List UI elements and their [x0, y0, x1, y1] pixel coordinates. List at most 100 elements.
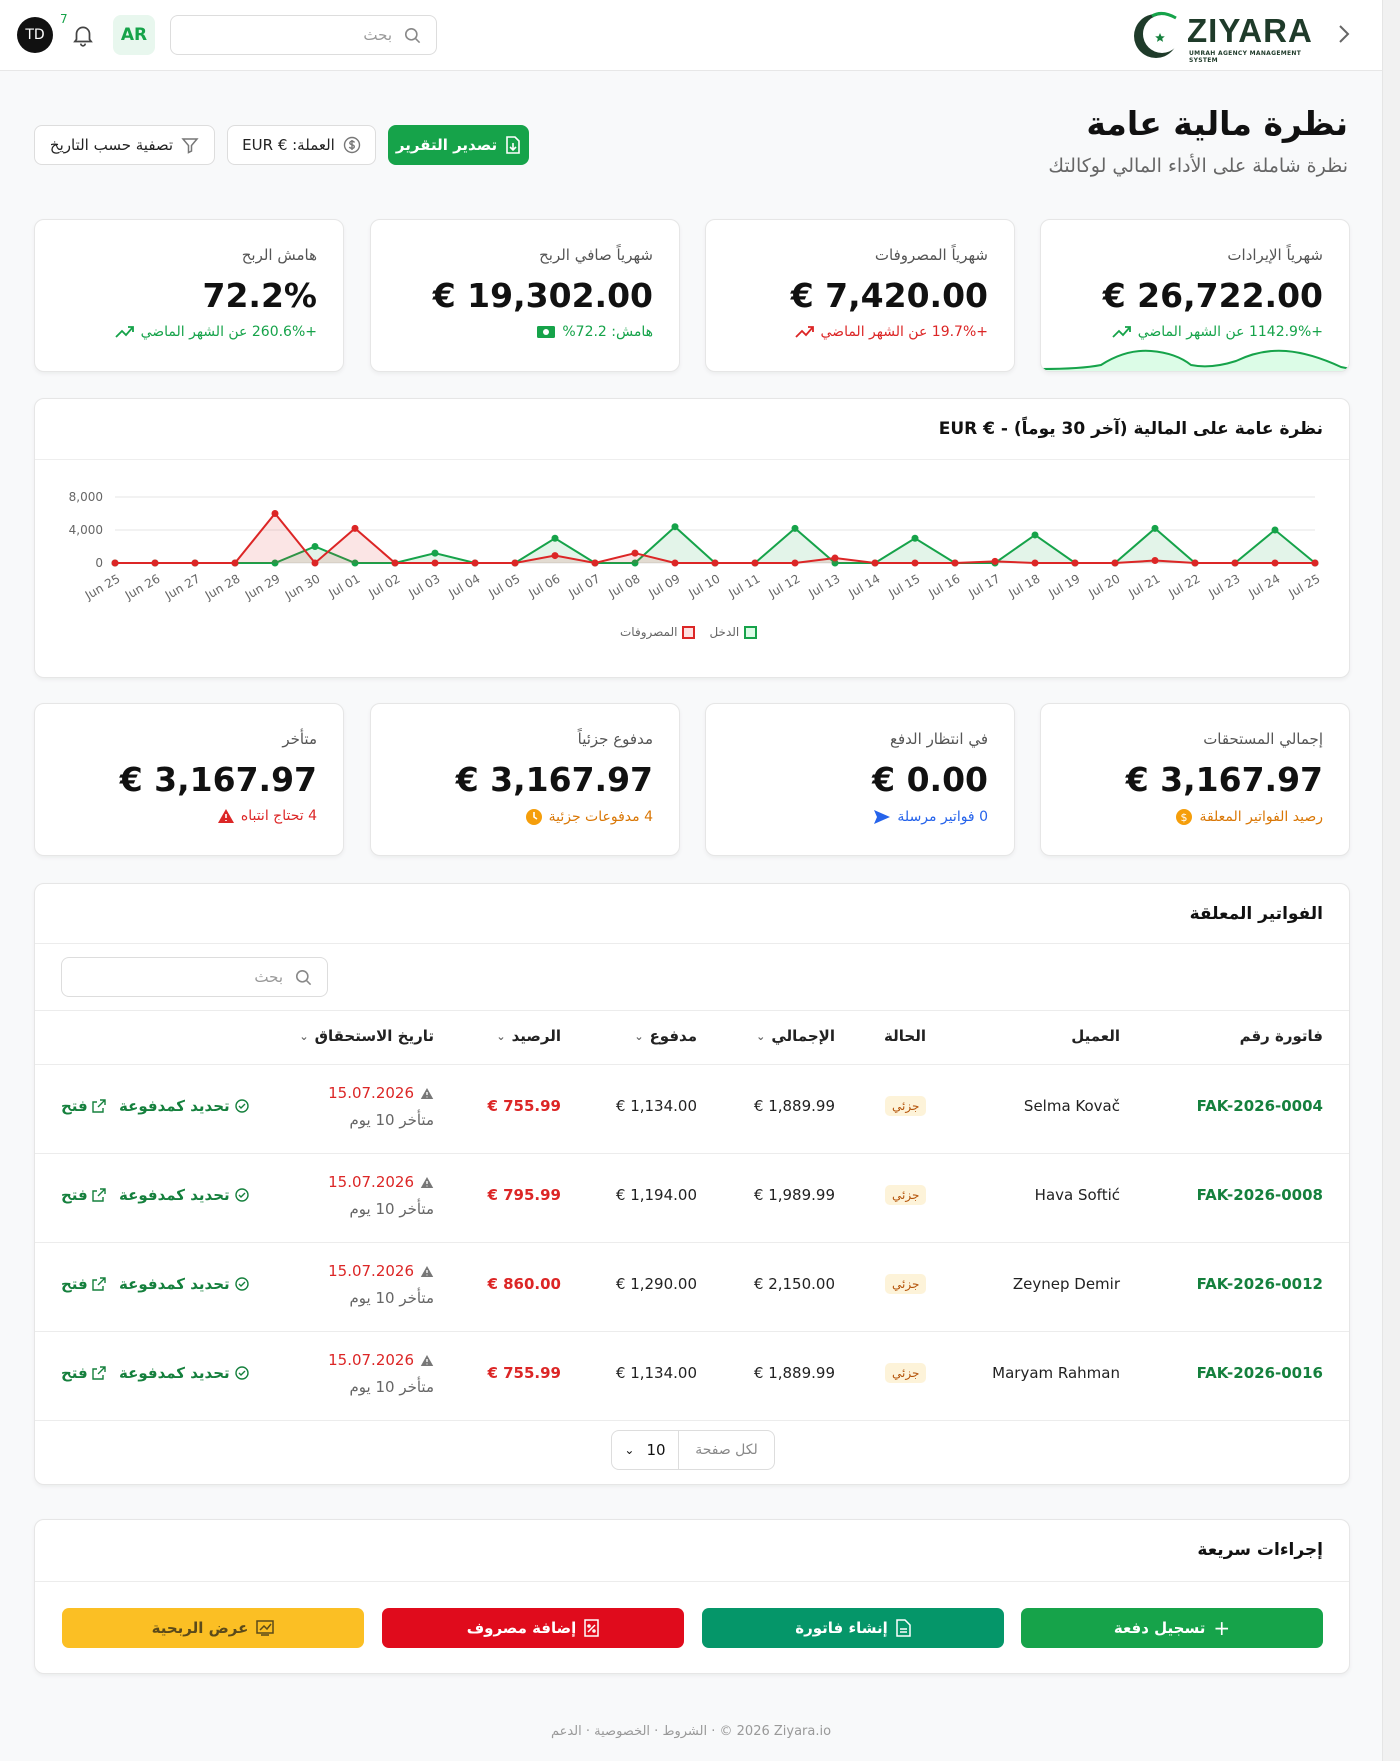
- x-tick-label: Jul 01: [326, 571, 363, 600]
- language-switcher[interactable]: AR: [113, 15, 155, 55]
- col-header-client[interactable]: العميل: [1071, 1027, 1120, 1045]
- col-header-status[interactable]: الحالة: [884, 1027, 926, 1045]
- expenses-card: شهرياً المصروفات € 7,420.00 +19.7% عن ال…: [705, 219, 1015, 372]
- search-placeholder: بحث: [363, 26, 392, 44]
- external-link-icon: [92, 1099, 106, 1113]
- bell-icon[interactable]: [70, 22, 96, 48]
- mark-paid-button[interactable]: تحديد كمدفوعة: [119, 1097, 249, 1115]
- data-point[interactable]: [991, 557, 999, 565]
- create-invoice-button[interactable]: إنشاء فاتورة: [702, 1608, 1004, 1648]
- chevron-right-icon[interactable]: [1337, 22, 1351, 46]
- data-point[interactable]: [311, 543, 319, 550]
- data-point[interactable]: [231, 559, 239, 567]
- record-payment-button[interactable]: + تسجيل دفعة: [1021, 1608, 1323, 1648]
- open-invoice-button[interactable]: فتح: [61, 1364, 106, 1382]
- divider: [35, 1420, 1349, 1421]
- data-point[interactable]: [311, 559, 319, 567]
- footer-terms-link[interactable]: الشروط: [662, 1724, 708, 1739]
- data-point[interactable]: [1111, 559, 1119, 567]
- partially-paid-card: مدفوع جزئياً € 3,167.97 4 مدفوعات جزئية: [370, 703, 680, 856]
- col-header-invoice[interactable]: فاتورة رقم: [1239, 1027, 1323, 1045]
- data-point[interactable]: [791, 559, 799, 567]
- data-point[interactable]: [1071, 559, 1079, 567]
- add-expense-button[interactable]: إضافة مصروف: [382, 1608, 684, 1648]
- data-point[interactable]: [1231, 559, 1239, 567]
- data-point[interactable]: [911, 534, 919, 542]
- col-header-total[interactable]: الإجمالي ⌄: [756, 1027, 835, 1045]
- data-point[interactable]: [551, 534, 559, 542]
- data-point[interactable]: [751, 559, 759, 567]
- data-point[interactable]: [391, 559, 399, 567]
- data-point[interactable]: [551, 552, 559, 560]
- data-point[interactable]: [191, 559, 199, 567]
- per-page-label: لكل صفحة: [678, 1431, 774, 1469]
- mark-paid-button[interactable]: تحديد كمدفوعة: [119, 1186, 249, 1204]
- data-point[interactable]: [1271, 559, 1279, 567]
- data-point[interactable]: [1311, 559, 1319, 567]
- open-invoice-button[interactable]: فتح: [61, 1097, 106, 1115]
- data-point[interactable]: [351, 559, 359, 567]
- col-header-due-date[interactable]: تاريخ الاستحقاق ⌄: [299, 1027, 434, 1045]
- open-invoice-button[interactable]: فتح: [61, 1186, 106, 1204]
- data-point[interactable]: [1031, 559, 1039, 567]
- table-search-input[interactable]: بحث: [61, 957, 328, 997]
- legend-expenses[interactable]: المصروفات: [620, 625, 696, 639]
- data-point[interactable]: [1271, 526, 1279, 534]
- footer-support-link[interactable]: الدعم: [550, 1724, 582, 1739]
- col-header-balance[interactable]: الرصيد ⌄: [496, 1027, 561, 1045]
- legend-income[interactable]: الدخل: [709, 625, 758, 639]
- data-point[interactable]: [471, 559, 479, 567]
- global-search-input[interactable]: بحث: [170, 15, 437, 55]
- invoice-total: € 2,150.00: [753, 1275, 835, 1293]
- data-point[interactable]: [111, 559, 119, 567]
- data-point[interactable]: [631, 549, 639, 557]
- data-point[interactable]: [431, 559, 439, 567]
- data-point[interactable]: [151, 559, 159, 567]
- invoice-number-link[interactable]: FAK-2026-0004: [1196, 1097, 1323, 1115]
- data-point[interactable]: [1151, 524, 1159, 532]
- data-point[interactable]: [431, 549, 439, 557]
- currency-selector[interactable]: العملة: € EUR: [227, 125, 376, 165]
- data-point[interactable]: [271, 559, 279, 567]
- warning-icon: [420, 1087, 434, 1099]
- data-point[interactable]: [1151, 557, 1159, 565]
- data-point[interactable]: [711, 559, 719, 567]
- data-point[interactable]: [511, 559, 519, 567]
- data-point[interactable]: [951, 559, 959, 567]
- data-point[interactable]: [911, 559, 919, 567]
- data-point[interactable]: [671, 523, 679, 531]
- mark-paid-button[interactable]: تحديد كمدفوعة: [119, 1364, 249, 1382]
- invoice-number-link[interactable]: FAK-2026-0016: [1196, 1364, 1323, 1382]
- footer-privacy-link[interactable]: الخصوصية: [594, 1724, 651, 1739]
- y-tick-label: 0: [95, 556, 103, 570]
- data-point[interactable]: [1031, 531, 1039, 539]
- mark-paid-button[interactable]: تحديد كمدفوعة: [119, 1275, 249, 1293]
- chart-title: نظرة عامة على المالية (آخر 30 يوماً) - €…: [938, 419, 1323, 439]
- invoice-number-link[interactable]: FAK-2026-0008: [1196, 1186, 1323, 1204]
- data-point[interactable]: [351, 524, 359, 532]
- export-report-button[interactable]: تصدير التقرير: [388, 125, 529, 165]
- data-point[interactable]: [791, 524, 799, 532]
- col-header-paid[interactable]: مدفوع ⌄: [634, 1027, 697, 1045]
- page-subtitle: نظرة شاملة على الأداء المالي لوكالتك: [1048, 155, 1348, 177]
- data-point[interactable]: [671, 559, 679, 567]
- date-filter-button[interactable]: تصفية حسب التاريخ: [34, 125, 215, 165]
- ziyara-logo[interactable]: ZIYARA UMRAH AGENCY MANAGEMENT SYSTEM: [1132, 8, 1317, 64]
- data-point[interactable]: [271, 510, 279, 517]
- open-invoice-button[interactable]: فتح: [61, 1275, 106, 1293]
- view-profitability-button[interactable]: عرض الربحية: [62, 1608, 364, 1648]
- avatar[interactable]: TD: [17, 17, 53, 53]
- external-link-icon: [92, 1366, 106, 1380]
- x-tick-label: Jul 10: [686, 571, 723, 600]
- invoice-number-link[interactable]: FAK-2026-0012: [1196, 1275, 1323, 1293]
- data-point[interactable]: [1191, 559, 1199, 567]
- coin-icon: $: [1176, 809, 1193, 825]
- data-point[interactable]: [631, 559, 639, 567]
- data-point[interactable]: [871, 559, 879, 567]
- data-point[interactable]: [591, 559, 599, 567]
- data-point[interactable]: [831, 559, 839, 567]
- per-page-selector[interactable]: لكل صفحة 10 ⌄: [611, 1430, 775, 1470]
- data-point[interactable]: [831, 554, 839, 562]
- page-scrollbar[interactable]: [1382, 0, 1400, 1761]
